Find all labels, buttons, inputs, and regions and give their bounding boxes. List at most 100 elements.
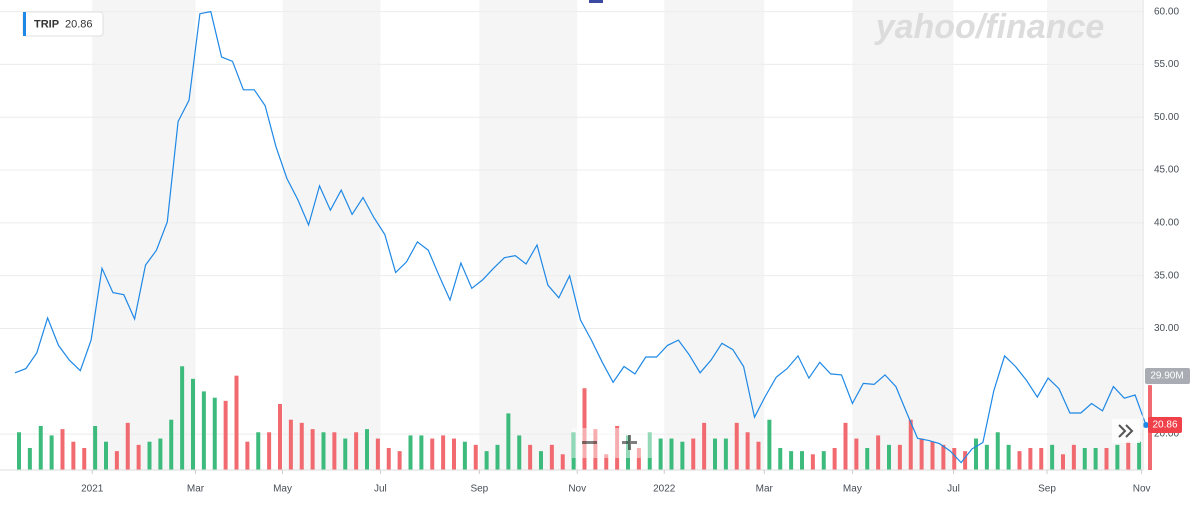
x-tick-label: 2021	[81, 484, 104, 495]
volume-bar	[919, 438, 924, 470]
y-tick-label: 40.00	[1154, 217, 1179, 228]
x-tick-label: Jul	[947, 484, 960, 495]
volume-bar	[136, 444, 141, 470]
y-tick-label: 35.00	[1154, 270, 1179, 281]
volume-bar	[756, 441, 761, 470]
volume-bar	[1039, 447, 1044, 470]
volume-bar	[604, 454, 609, 470]
background-bands	[92, 0, 1142, 470]
zoom-in-stem	[628, 435, 631, 450]
watermark: yahoo/finance	[874, 8, 1105, 46]
volume-bar	[441, 435, 446, 470]
volume-bar	[27, 447, 32, 470]
legend-swatch	[23, 12, 26, 36]
x-tick-label: Mar	[756, 484, 774, 495]
volume-bar	[930, 441, 935, 470]
volume-bar	[484, 451, 489, 470]
volume-bar	[865, 447, 870, 470]
x-tick-label: Sep	[470, 484, 488, 495]
volume-bar	[680, 441, 685, 470]
volume-bar	[593, 429, 598, 470]
shaded-band	[92, 0, 196, 470]
volume-bar	[408, 435, 413, 470]
volume-bar	[191, 378, 195, 470]
volume-max-label: 29.90M	[1150, 371, 1183, 382]
volume-bar	[1115, 444, 1120, 470]
x-tick-label: 2022	[653, 484, 676, 495]
volume-bar	[473, 444, 478, 470]
volume-bar	[1104, 447, 1109, 470]
volume-bar	[647, 432, 652, 470]
volume-bar	[82, 447, 87, 470]
volume-bar	[1061, 454, 1065, 470]
x-tick-label: Sep	[1038, 484, 1056, 495]
volume-bar	[1006, 444, 1011, 470]
y-tick-label: 20.00	[1154, 429, 1179, 440]
shaded-band	[852, 0, 954, 470]
volume-bar	[147, 441, 152, 470]
volume-bar	[93, 425, 98, 470]
volume-bar	[984, 444, 989, 470]
volume-bar	[288, 419, 293, 470]
volume-bar	[1137, 441, 1142, 470]
volume-bar	[517, 435, 522, 470]
zoom-control[interactable]	[572, 428, 654, 458]
y-tick-label: 30.00	[1154, 323, 1179, 334]
volume-bar	[974, 438, 978, 470]
volume-bar	[321, 432, 326, 470]
volume-bar	[571, 432, 576, 470]
legend-symbol: TRIP	[34, 18, 59, 30]
volume-bar	[615, 425, 620, 470]
axis-labels: 20.00 30.00 35.00 40.00 45.00 50.00 55.00 60.00…	[81, 6, 1179, 494]
volume-bar	[158, 438, 163, 470]
volume-bar	[745, 432, 750, 470]
volume-bar	[267, 432, 272, 470]
volume-bar	[560, 454, 565, 470]
volume-bar	[212, 397, 217, 470]
x-tick-label: May	[273, 484, 292, 495]
volume-bar	[887, 444, 891, 470]
price-line	[14, 10, 1149, 464]
volume-bar	[278, 403, 282, 470]
volume-bar	[963, 451, 968, 470]
volume-bar	[528, 444, 533, 470]
volume-bar	[299, 422, 304, 470]
volume-bar	[169, 419, 174, 470]
y-tick-label: 50.00	[1154, 112, 1179, 123]
volume-bar	[843, 422, 848, 470]
y-tick-label: 55.00	[1154, 59, 1179, 70]
last-point	[1143, 422, 1149, 429]
volume-bar	[419, 435, 424, 470]
volume-bar	[234, 375, 239, 470]
x-tick-label: Mar	[187, 484, 205, 495]
volume-bar	[669, 438, 674, 470]
scroll-forward[interactable]	[1112, 419, 1140, 443]
volume-bar	[897, 444, 902, 470]
volume-bar	[1017, 451, 1022, 470]
volume-bar	[1050, 444, 1055, 470]
volume-bar	[1028, 447, 1033, 470]
volume-bar	[386, 447, 391, 470]
volume-bar	[626, 435, 630, 470]
volume-bar	[723, 438, 728, 470]
volume-bar	[952, 447, 957, 470]
volume-bar	[1126, 441, 1131, 470]
volume-bar	[821, 451, 826, 470]
volume-bar	[734, 422, 739, 470]
volume-bar	[223, 400, 228, 470]
price-line	[14, 10, 1147, 464]
volume-bar	[995, 432, 1000, 470]
volume-bar	[767, 419, 772, 470]
price-badge	[1148, 417, 1182, 434]
volume-bar	[256, 432, 261, 470]
volume-bar	[908, 419, 913, 470]
volume-bar	[702, 422, 707, 470]
volume-bar	[354, 432, 359, 470]
top-tab	[589, 0, 603, 3]
zoom-out[interactable]	[582, 441, 597, 444]
y-tick-label: 45.00	[1154, 165, 1179, 176]
volume-bar	[343, 438, 348, 470]
volume-bar	[104, 441, 108, 470]
shaded-band	[664, 0, 765, 470]
